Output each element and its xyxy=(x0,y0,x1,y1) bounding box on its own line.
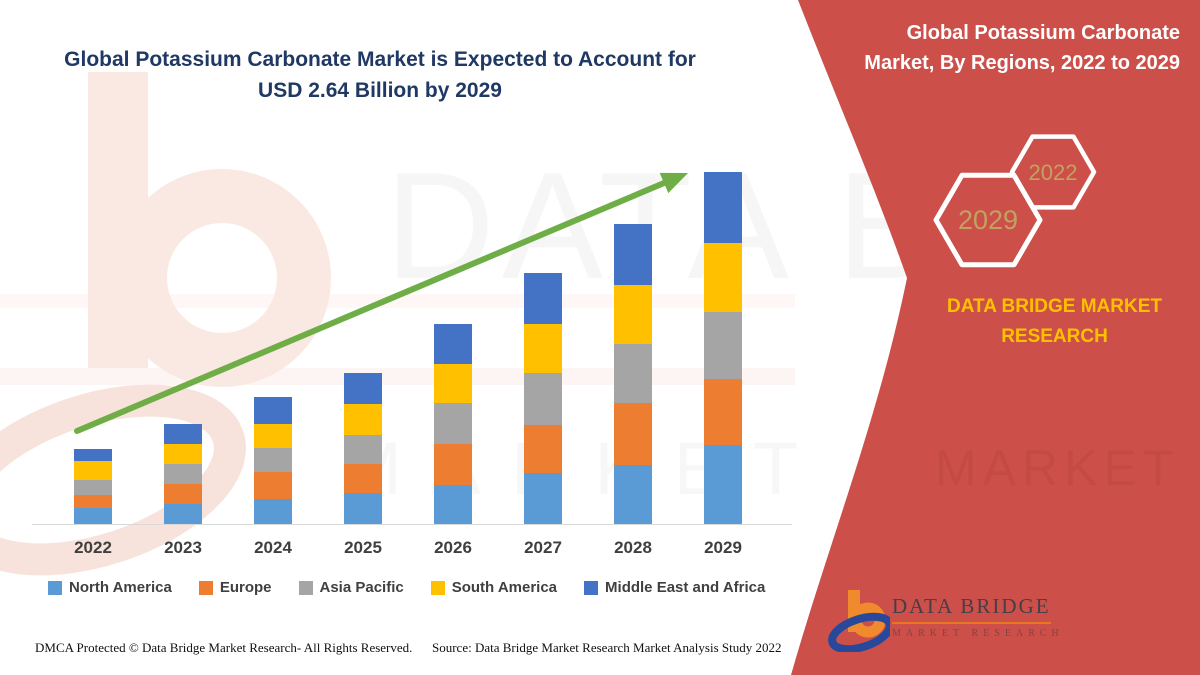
bar-segment-2027-europe xyxy=(524,425,562,474)
legend-swatch-south-america xyxy=(430,580,445,595)
bar-segment-2026-europe xyxy=(434,444,472,486)
bar-segment-2024-asia-pacific xyxy=(254,448,292,472)
bar-segment-2029-middle-east-and-africa xyxy=(704,172,742,243)
bar-segment-2022-middle-east-and-africa xyxy=(74,449,112,462)
dmca-footer-text: DMCA Protected © Data Bridge Market Rese… xyxy=(35,640,413,655)
chart-legend: North America Europe Asia Pacific South Ame… xyxy=(48,579,765,596)
bar-segment-2027-middle-east-and-africa xyxy=(524,273,562,324)
bar-segment-2024-europe xyxy=(254,472,292,499)
x-axis-line xyxy=(32,524,792,525)
legend-item-asia-pacific: Asia Pacific xyxy=(298,579,404,596)
bar-segment-2028-south-america xyxy=(614,285,652,344)
bar-segment-2028-asia-pacific xyxy=(614,344,652,403)
bar-segment-2022-south-america xyxy=(74,461,112,480)
side-panel-heading: Global Potassium Carbonate Market, By Re… xyxy=(830,18,1190,78)
bar-segment-2027-south-america xyxy=(524,324,562,374)
legend-item-europe: Europe xyxy=(198,579,272,596)
bar-segment-2025-asia-pacific xyxy=(344,434,382,464)
bar-segment-2025-middle-east-and-africa xyxy=(344,373,382,404)
legend-label-asia-pacific: Asia Pacific xyxy=(319,579,404,596)
x-axis-label-2026: 2026 xyxy=(434,538,472,557)
bar-segment-2029-north-america xyxy=(704,445,742,524)
bar-segment-2022-north-america xyxy=(74,508,112,524)
side-panel-shape xyxy=(791,0,1200,675)
page-title: Global Potassium Carbonate Market is Exp… xyxy=(30,44,730,106)
bar-segment-2024-middle-east-and-africa xyxy=(254,397,292,424)
x-axis-label-2028: 2028 xyxy=(614,538,652,557)
x-axis-label-2024: 2024 xyxy=(254,538,292,557)
source-footer-text: Source: Data Bridge Market Research Mark… xyxy=(432,640,782,655)
hexagon-badge-2022-label: 2022 xyxy=(1029,160,1078,185)
bar-segment-2027-asia-pacific xyxy=(524,373,562,426)
legend-swatch-asia-pacific xyxy=(298,580,313,595)
legend-swatch-north-america xyxy=(48,580,62,595)
brand-logo-icon xyxy=(828,590,890,652)
legend-label-middle-east-and-africa: Middle East and Africa xyxy=(605,579,766,596)
bar-segment-2025-europe xyxy=(344,464,382,494)
bar-segment-2022-europe xyxy=(74,494,112,508)
bar-segment-2023-north-america xyxy=(164,504,202,524)
bar-segment-2023-asia-pacific xyxy=(164,464,202,484)
x-axis-label-2029: 2029 xyxy=(704,538,742,557)
brand-logo: DATA BRIDGE MARKET RESEARCH xyxy=(820,586,1180,656)
bar-segment-2023-middle-east-and-africa xyxy=(164,424,202,444)
bar-segment-2028-europe xyxy=(614,402,652,466)
legend-swatch-middle-east-and-africa xyxy=(584,580,599,595)
bar-segment-2026-south-america xyxy=(434,364,472,403)
hexagon-badge-2022 xyxy=(1009,134,1097,210)
brand-logo-subtitle: MARKET RESEARCH xyxy=(892,628,1064,639)
brand-logo-text: DATA BRIDGE MARKET RESEARCH xyxy=(892,594,1064,639)
brand-logo-name: DATA BRIDGE xyxy=(892,594,1051,624)
x-axis-label-2023: 2023 xyxy=(164,538,202,557)
bar-segment-2028-middle-east-and-africa xyxy=(614,224,652,286)
page-title-line2: USD 2.64 Billion by 2029 xyxy=(258,79,502,102)
x-axis-label-2022: 2022 xyxy=(74,538,112,557)
bar-segment-2025-north-america xyxy=(344,493,382,524)
legend-item-north-america: North America xyxy=(48,579,172,596)
bar-segment-2028-north-america xyxy=(614,465,652,524)
bar-segment-2022-asia-pacific xyxy=(74,480,112,495)
brand-caption: DATA BRIDGE MARKET RESEARCH xyxy=(947,296,1162,347)
legend-item-middle-east-and-africa: Middle East and Africa xyxy=(584,579,765,596)
bar-segment-2025-south-america xyxy=(344,404,382,435)
bar-segment-2024-north-america xyxy=(254,498,292,524)
side-panel-heading-line2: Market, By Regions, 2022 to 2029 xyxy=(864,52,1180,74)
bar-segment-2027-north-america xyxy=(524,473,562,524)
side-panel-heading-line1: Global Potassium Carbonate xyxy=(906,22,1180,44)
bar-segment-2029-europe xyxy=(704,378,742,446)
bar-segment-2024-south-america xyxy=(254,424,292,448)
panel-watermark-text: MARKET RESEARCH xyxy=(935,440,1200,496)
legend-item-south-america: South America xyxy=(430,579,558,596)
legend-label-south-america: South America xyxy=(451,579,558,596)
bar-segment-2026-north-america xyxy=(434,485,472,524)
bar-segment-2029-south-america xyxy=(704,242,742,312)
legend-swatch-europe xyxy=(198,580,213,595)
bar-segment-2026-asia-pacific xyxy=(434,402,472,444)
legend-label-north-america: North America xyxy=(69,579,172,596)
bar-segment-2026-middle-east-and-africa xyxy=(434,324,472,364)
hexagon-badge-2029-label: 2029 xyxy=(958,205,1018,235)
page-title-line1: Global Potassium Carbonate Market is Exp… xyxy=(64,48,696,71)
x-axis-label-2025: 2025 xyxy=(344,538,382,557)
bar-segment-2023-south-america xyxy=(164,444,202,464)
x-axis-label-2027: 2027 xyxy=(524,538,562,557)
legend-label-europe: Europe xyxy=(219,579,272,596)
bar-segment-2023-europe xyxy=(164,484,202,504)
bar-segment-2029-asia-pacific xyxy=(704,312,742,379)
